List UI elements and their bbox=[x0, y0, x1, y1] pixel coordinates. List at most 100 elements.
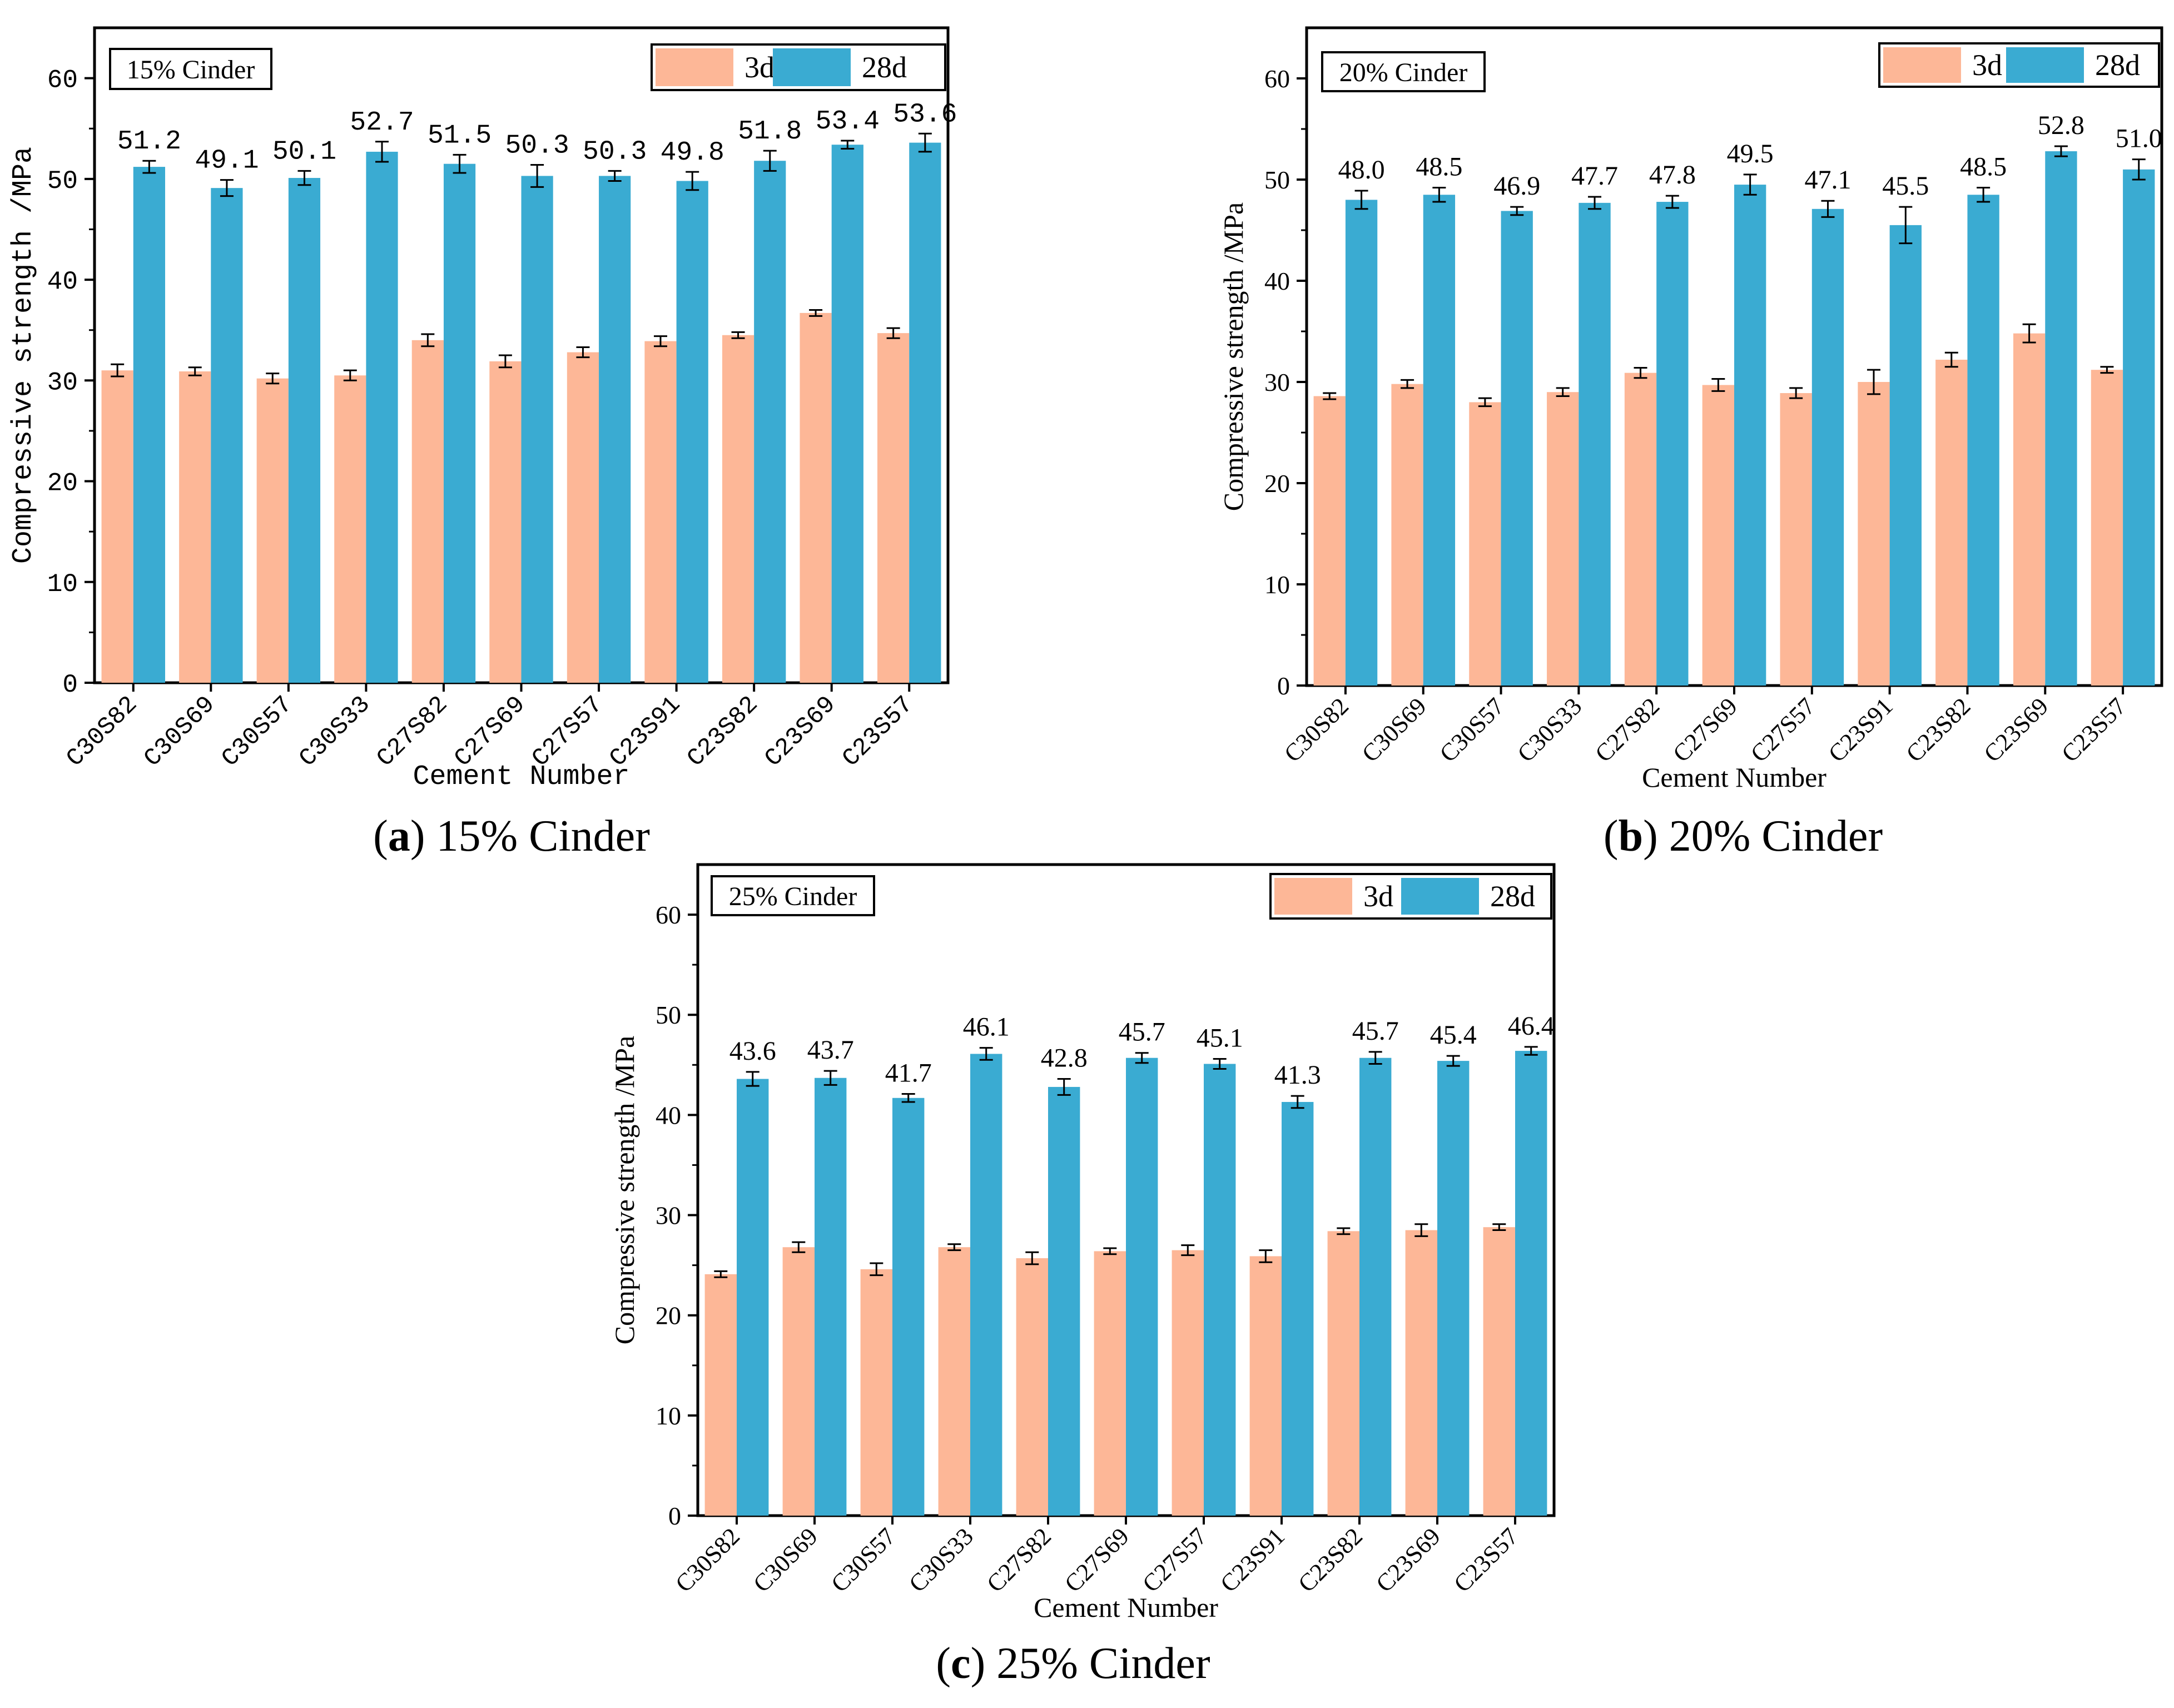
error-bar-3d-C23S91 bbox=[1867, 369, 1880, 395]
bar-3d-C27S57 bbox=[1780, 393, 1812, 686]
data-label: 52.7 bbox=[350, 108, 414, 138]
y-tick-label: 50 bbox=[47, 167, 78, 196]
data-label: 45.4 bbox=[1430, 1020, 1477, 1050]
data-label: 45.7 bbox=[1119, 1017, 1165, 1047]
legend-label-3d: 3d bbox=[1972, 48, 2002, 82]
legend: 3d 28d bbox=[1878, 42, 2160, 88]
x-tick-label: C23S69 bbox=[1978, 692, 2053, 767]
data-label: 47.1 bbox=[1804, 165, 1851, 195]
error-bar-28d-C23S57 bbox=[2132, 158, 2146, 181]
error-bar-28d-C23S91 bbox=[1290, 1095, 1304, 1109]
legend-swatch-3d bbox=[1883, 47, 1961, 83]
legend-swatch-28d bbox=[773, 48, 851, 86]
x-tick-label: C23S91 bbox=[604, 691, 686, 773]
data-label: 41.3 bbox=[1274, 1060, 1321, 1090]
x-tick-label: C30S69 bbox=[748, 1522, 823, 1597]
panel-caption: (a) 15% Cinder bbox=[373, 812, 650, 861]
bar-28d-C27S57 bbox=[1811, 208, 1844, 686]
bar-3d-C23S82 bbox=[722, 335, 755, 683]
error-bar-28d-C27S57 bbox=[608, 170, 622, 182]
bar-28d-C23S57 bbox=[2123, 169, 2155, 686]
error-bar-28d-C27S82 bbox=[1057, 1078, 1071, 1096]
data-label: 51.5 bbox=[428, 121, 492, 151]
error-bar-28d-C30S69 bbox=[823, 1070, 837, 1086]
bar-3d-C23S57 bbox=[2091, 370, 2123, 686]
y-tick-label: 10 bbox=[47, 570, 78, 599]
error-bar-28d-C23S69 bbox=[2054, 145, 2068, 157]
data-label: 46.1 bbox=[963, 1012, 1010, 1042]
panel-caption: (c) 25% Cinder bbox=[936, 1639, 1210, 1688]
bar-3d-C27S69 bbox=[1094, 1251, 1126, 1516]
error-bar-28d-C27S69 bbox=[1743, 173, 1757, 196]
data-label: 53.4 bbox=[816, 107, 880, 137]
x-tick-label: C27S82 bbox=[981, 1522, 1056, 1597]
x-tick-label: C30S82 bbox=[1279, 692, 1354, 767]
error-bar-3d-C23S82 bbox=[1944, 351, 1958, 368]
legend-label-28d: 28d bbox=[862, 51, 907, 84]
data-label: 46.4 bbox=[1508, 1011, 1555, 1041]
bar-3d-C30S33 bbox=[938, 1247, 970, 1516]
bar-28d-C23S82 bbox=[754, 161, 786, 683]
bar-28d-C23S69 bbox=[831, 145, 863, 683]
bar-28d-C30S57 bbox=[892, 1098, 925, 1516]
data-label: 48.0 bbox=[1338, 155, 1385, 185]
x-tick-label: C30S57 bbox=[826, 1522, 901, 1597]
legend-label-28d: 28d bbox=[2095, 48, 2140, 82]
bar-28d-C27S69 bbox=[1734, 185, 1766, 686]
error-bar-3d-C30S57 bbox=[266, 373, 280, 385]
caption-letter: c bbox=[951, 1639, 971, 1688]
legend-swatch-28d bbox=[1401, 878, 1479, 915]
error-bar-28d-C30S69 bbox=[1432, 187, 1446, 203]
data-label: 51.0 bbox=[2116, 124, 2162, 153]
caption-letter: a bbox=[388, 812, 410, 861]
data-label: 50.3 bbox=[505, 131, 569, 161]
bar-3d-C23S57 bbox=[877, 333, 910, 683]
bar-3d-C30S82 bbox=[704, 1274, 737, 1516]
error-bar-3d-C30S57 bbox=[1478, 397, 1492, 408]
x-axis-title: Cement Number bbox=[1642, 762, 1826, 793]
error-bar-3d-C23S57 bbox=[2100, 366, 2114, 374]
data-label: 47.7 bbox=[1571, 161, 1618, 191]
x-tick-label: C23S57 bbox=[1448, 1522, 1523, 1597]
bar-28d-C30S82 bbox=[1345, 200, 1378, 686]
data-label: 41.7 bbox=[885, 1059, 932, 1088]
bar-3d-C23S91 bbox=[1249, 1256, 1282, 1516]
error-bar-3d-C23S69 bbox=[1414, 1223, 1428, 1237]
error-bar-3d-C23S69 bbox=[2022, 323, 2036, 344]
x-tick-label: C30S82 bbox=[670, 1522, 745, 1597]
bar-28d-C23S57 bbox=[1515, 1051, 1547, 1516]
error-bar-3d-C23S91 bbox=[1259, 1249, 1273, 1263]
error-bar-28d-C23S82 bbox=[763, 150, 777, 172]
bar-28d-C30S69 bbox=[1423, 195, 1456, 686]
x-tick-label: C27S69 bbox=[1667, 692, 1743, 767]
y-tick-label: 30 bbox=[656, 1201, 681, 1230]
y-tick-label: 30 bbox=[47, 368, 78, 397]
error-bar-28d-C27S82 bbox=[453, 153, 466, 174]
x-tick-label: C23S57 bbox=[2056, 692, 2131, 767]
bar-3d-C27S69 bbox=[489, 361, 522, 683]
bar-28d-C27S57 bbox=[599, 176, 631, 683]
error-bar-28d-C30S33 bbox=[1588, 196, 1602, 210]
error-bar-28d-C30S33 bbox=[979, 1047, 993, 1061]
legend-label-3d: 3d bbox=[744, 51, 775, 84]
title-box bbox=[1321, 51, 1486, 92]
x-axis-title: Cement Number bbox=[413, 761, 629, 793]
chart-title: 15% Cinder bbox=[127, 55, 255, 85]
panel-caption: (b) 20% Cinder bbox=[1604, 812, 1883, 861]
y-tick-label: 40 bbox=[47, 267, 78, 296]
bar-28d-C27S69 bbox=[1126, 1057, 1158, 1516]
x-tick-label: C23S57 bbox=[837, 691, 919, 773]
bar-28d-C23S91 bbox=[1889, 225, 1922, 686]
bar-28d-C23S69 bbox=[1437, 1061, 1470, 1516]
y-tick-label: 50 bbox=[1264, 166, 1290, 194]
error-bar-28d-C23S57 bbox=[1524, 1046, 1538, 1056]
data-label: 50.1 bbox=[272, 137, 336, 167]
chart-title: 25% Cinder bbox=[729, 882, 857, 911]
x-tick-label: C23S91 bbox=[1823, 692, 1898, 767]
error-bar-28d-C23S69 bbox=[841, 140, 855, 150]
error-bar-3d-C30S33 bbox=[1556, 387, 1570, 397]
data-label: 48.5 bbox=[1416, 152, 1462, 182]
chart-panel-c: 0 10 20 30 40 50 60 43.6 C30S82 43.7 C30S69 41.7 C30… bbox=[609, 863, 1556, 1688]
error-bar-3d-C27S57 bbox=[1789, 387, 1803, 399]
bar-3d-C30S57 bbox=[256, 378, 289, 683]
